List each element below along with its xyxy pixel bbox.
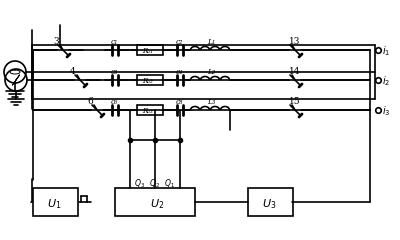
Bar	[115, 188, 195, 216]
Bar	[248, 188, 293, 216]
Text: 15: 15	[289, 97, 301, 106]
Text: L₃: L₃	[207, 98, 215, 106]
Text: c₄: c₄	[176, 68, 183, 76]
Text: $U_3$: $U_3$	[262, 197, 276, 211]
Text: L₁: L₁	[207, 38, 215, 46]
Text: 3: 3	[53, 37, 59, 46]
Text: Rᵤ₂: Rᵤ₂	[142, 77, 153, 85]
Text: $i_1$: $i_1$	[382, 44, 390, 58]
Text: $Q_3$: $Q_3$	[134, 177, 145, 190]
Text: $i_3$: $i_3$	[382, 104, 390, 118]
Text: Rᵤ₁: Rᵤ₁	[142, 47, 153, 55]
Text: Rᵤ₃: Rᵤ₃	[142, 107, 153, 115]
Text: $i_2$: $i_2$	[382, 74, 390, 88]
Text: 14: 14	[289, 67, 300, 76]
Text: L₂: L₂	[207, 68, 215, 76]
Text: c₃: c₃	[111, 68, 118, 76]
Text: c₂: c₂	[176, 38, 183, 46]
Text: $U_2$: $U_2$	[150, 197, 164, 211]
Text: $Q_1$: $Q_1$	[164, 177, 175, 190]
Bar	[137, 45, 163, 55]
Text: $Q_2$: $Q_2$	[149, 177, 160, 190]
Bar	[137, 105, 163, 115]
Text: 6: 6	[87, 97, 93, 106]
Text: c₈: c₈	[176, 98, 183, 106]
Text: c₁: c₁	[111, 38, 118, 46]
Text: 13: 13	[289, 37, 300, 46]
Text: 4: 4	[70, 67, 76, 76]
Text: c₆: c₆	[111, 98, 118, 106]
Bar	[33, 188, 78, 216]
Bar	[137, 75, 163, 85]
Text: $U_1$: $U_1$	[47, 197, 61, 211]
